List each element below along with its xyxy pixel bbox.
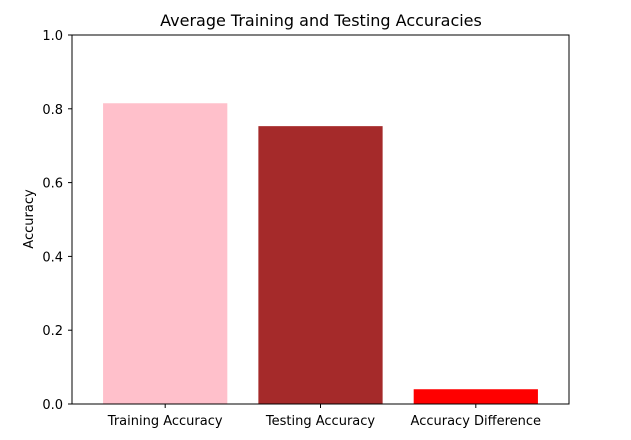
y-axis-label: Accuracy (22, 189, 37, 249)
x-tick-label: Accuracy Difference (411, 414, 542, 429)
bar-accuracy-difference (413, 389, 538, 404)
y-tick-label: 0.8 (42, 103, 63, 118)
y-tick-label: 0.2 (42, 324, 63, 339)
bars-group (103, 103, 538, 404)
y-tick-label: 0.4 (42, 250, 63, 265)
y-ticks-group: 0.0 0.2 0.4 0.6 0.8 1.0 (42, 29, 72, 413)
x-tick-label: Training Accuracy (107, 414, 223, 429)
y-tick-label: 1.0 (42, 29, 63, 44)
x-tick-label: Testing Accuracy (265, 414, 375, 429)
x-ticks-group: Training Accuracy Testing Accuracy Accurac… (107, 404, 541, 429)
y-tick-label: 0.0 (42, 398, 63, 413)
plot-area-frame (71, 34, 570, 405)
y-tick-label: 0.6 (42, 177, 63, 192)
bar-testing-accuracy (258, 126, 383, 404)
bar-training-accuracy (103, 103, 228, 404)
chart-title: Average Training and Testing Accuracies (160, 11, 482, 30)
